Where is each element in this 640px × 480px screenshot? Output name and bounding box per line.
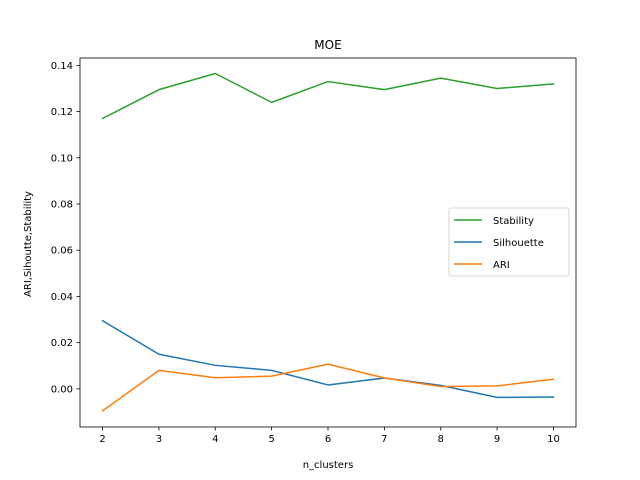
legend-label-stability: Stability [493,216,534,227]
series-line-silhouette [101,319,555,399]
y-tick-label: 0.08 [51,200,73,211]
series-line-stability [101,72,555,120]
y-tick-label: 0.00 [51,384,73,395]
legend-label-ari: ARI [493,260,510,271]
plot-area: 2 3 4 5 6 7 8 9 10 0.00 0.02 0.04 0.06 0.08 0.10 0.12 0.… [51,57,577,445]
x-tick-label: 9 [494,434,500,445]
y-tick-label: 0.06 [51,246,73,257]
x-tick-label: 4 [212,434,218,445]
y-tick-label: 0.04 [51,292,73,303]
x-tick-label: 10 [547,434,560,445]
x-tick-label: 5 [268,434,274,445]
x-tick-label: 6 [325,434,331,445]
y-tick-label: 0.02 [51,338,73,349]
x-tick-label: 8 [438,434,444,445]
y-axis-label: ARI,Sihoutte,Stability [23,191,34,297]
x-tick-label: 7 [381,434,387,445]
legend-label-silhouette: Silhouette [493,238,544,249]
chart-legend: Stability Silhouette ARI [448,207,570,277]
series-line-ari [101,363,555,412]
legend-frame [448,207,570,277]
x-axis-label: n_clusters [303,460,354,471]
y-tick-label: 0.14 [51,61,73,72]
x-tick-label: 2 [99,434,105,445]
y-tick-label: 0.10 [51,153,73,164]
y-tick-label: 0.12 [51,107,73,118]
x-tick-label: 3 [156,434,162,445]
chart-title: MOE [314,38,341,52]
